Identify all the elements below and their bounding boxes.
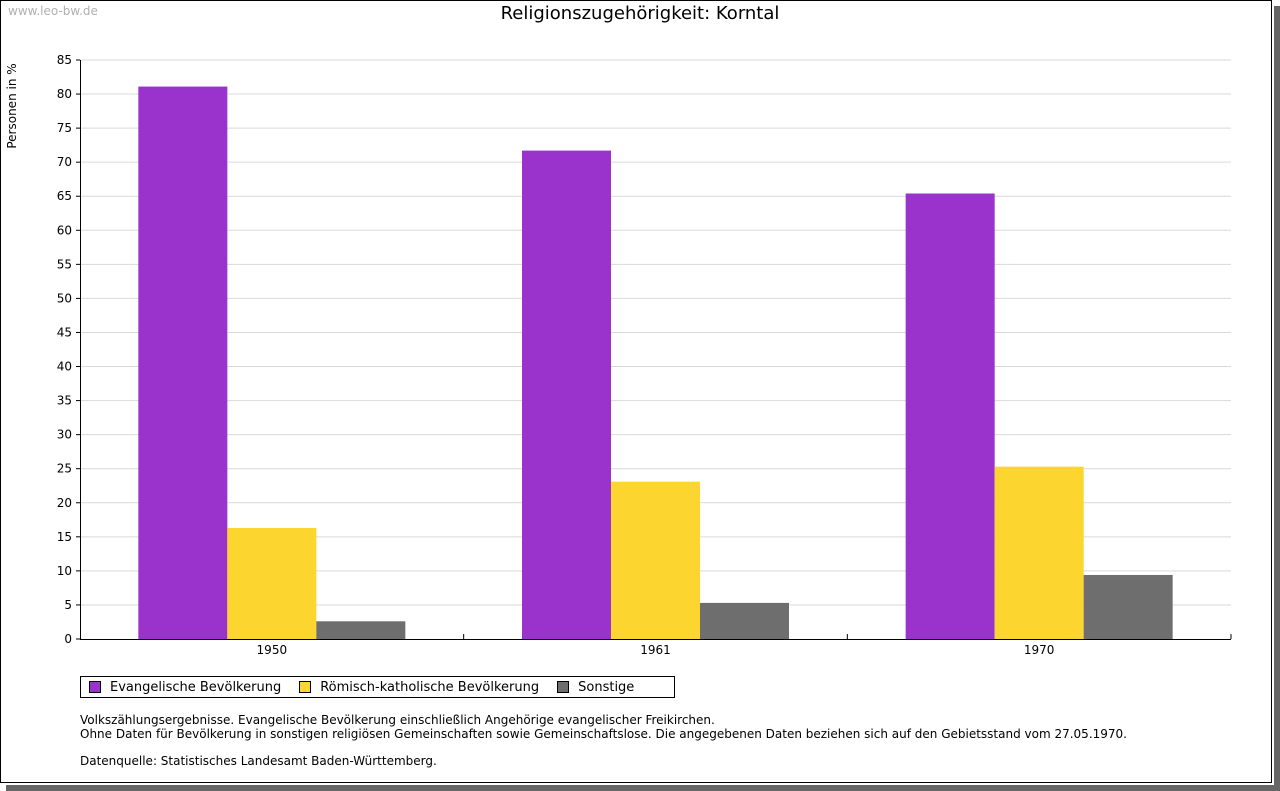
bar-1961-sonstige xyxy=(700,602,789,639)
frame-shadow-bottom xyxy=(6,785,1280,791)
chart-title: Religionszugehörigkeit: Korntal xyxy=(500,3,780,24)
y-tick-label: 70 xyxy=(57,155,72,169)
legend-label-evangelisch: Evangelische Bevölkerung xyxy=(110,679,282,695)
legend-label-katholisch: Römisch-katholische Bevölkerung xyxy=(320,679,540,695)
x-tick-label: 1961 xyxy=(640,643,671,657)
chart-notes: Volkszählungsergebnisse. Evangelische Be… xyxy=(80,713,1127,768)
bar-1970-sonstige xyxy=(1083,574,1173,639)
frame-shadow-right xyxy=(1274,6,1280,791)
y-tick-label: 10 xyxy=(57,564,72,578)
x-tick-label: 1970 xyxy=(1024,643,1055,657)
y-tick-label: 55 xyxy=(57,257,72,271)
y-axis-ticks: 0 5 10 15 20 25 30 35 40 45 50 55 60 65 70 75 80 85 xyxy=(57,53,80,646)
bar-1970-evangelisch xyxy=(905,193,995,639)
y-tick-label: 15 xyxy=(57,530,72,544)
note-line-2: Ohne Daten für Bevölkerung in sonstigen … xyxy=(80,727,1127,741)
legend-swatch-katholisch xyxy=(299,681,312,693)
data-source: Datenquelle: Statistisches Landesamt Bad… xyxy=(80,754,437,768)
legend-swatch-sonstige xyxy=(557,681,570,693)
y-axis-label: Personen in % xyxy=(5,63,19,148)
watermark: www.leo-bw.de xyxy=(8,4,98,18)
y-tick-label: 35 xyxy=(57,394,72,408)
y-tick-label: 20 xyxy=(57,496,72,510)
legend: Evangelische Bevölkerung Römisch-katholi… xyxy=(80,676,675,698)
legend-swatch-evangelisch xyxy=(89,681,101,693)
y-tick-label: 45 xyxy=(57,325,72,339)
y-tick-label: 60 xyxy=(57,223,72,237)
legend-item-evangelisch: Evangelische Bevölkerung xyxy=(89,680,281,695)
bar-1950-evangelisch xyxy=(138,86,228,640)
y-tick-label: 0 xyxy=(64,632,72,646)
y-tick-label: 40 xyxy=(57,360,72,374)
bar-1961-evangelisch xyxy=(522,150,611,639)
y-tick-label: 65 xyxy=(57,189,72,203)
y-tick-label: 5 xyxy=(64,598,72,612)
bar-1950-sonstige xyxy=(316,621,406,639)
bars xyxy=(138,86,1173,640)
y-tick-label: 30 xyxy=(57,428,72,442)
legend-item-katholisch: Römisch-katholische Bevölkerung xyxy=(299,680,539,695)
bar-1961-katholisch xyxy=(611,481,700,639)
note-line-1: Volkszählungsergebnisse. Evangelische Be… xyxy=(80,713,715,727)
x-axis-ticks: 1950 1961 1970 xyxy=(257,634,1232,657)
y-tick-label: 80 xyxy=(57,87,72,101)
y-tick-label: 75 xyxy=(57,121,72,135)
axes xyxy=(80,60,1231,640)
y-tick-label: 25 xyxy=(57,462,72,476)
bar-1970-katholisch xyxy=(994,466,1084,639)
bar-1950-katholisch xyxy=(227,527,317,639)
x-tick-label: 1950 xyxy=(257,643,288,657)
y-tick-label: 50 xyxy=(57,291,72,305)
legend-label-sonstige: Sonstige xyxy=(578,679,635,695)
y-tick-label: 85 xyxy=(57,53,72,67)
legend-item-sonstige: Sonstige xyxy=(557,680,634,695)
